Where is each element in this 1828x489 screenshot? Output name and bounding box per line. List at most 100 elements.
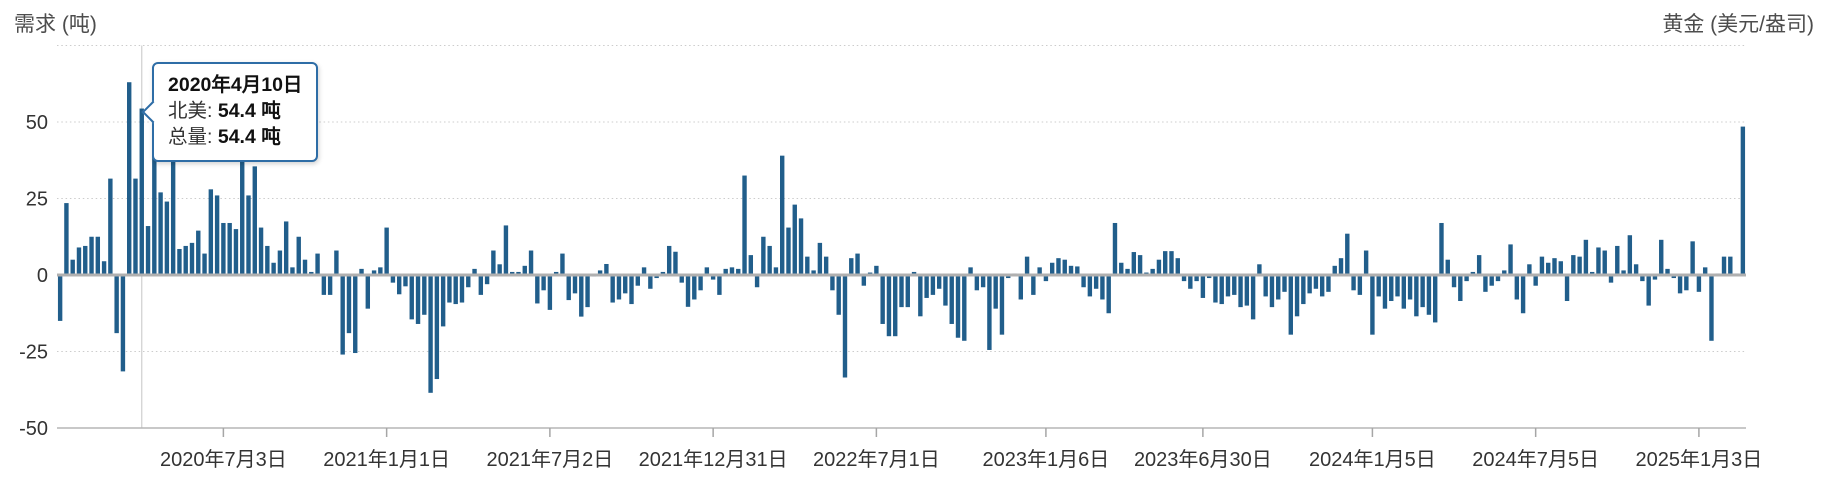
bar[interactable] xyxy=(748,255,754,275)
bar[interactable] xyxy=(76,247,82,275)
bar[interactable] xyxy=(353,275,358,354)
bar[interactable] xyxy=(980,275,986,288)
bar[interactable] xyxy=(309,271,314,275)
bar[interactable] xyxy=(1702,267,1708,275)
bar[interactable] xyxy=(710,275,716,280)
bar[interactable] xyxy=(1709,275,1714,341)
bar[interactable] xyxy=(503,225,509,275)
bar[interactable] xyxy=(1087,275,1093,297)
bar[interactable] xyxy=(290,267,295,275)
bar[interactable] xyxy=(371,270,377,275)
bar[interactable] xyxy=(334,250,339,275)
bar[interactable] xyxy=(1244,275,1250,306)
bar[interactable] xyxy=(754,275,760,288)
bar[interactable] xyxy=(842,275,848,378)
bar[interactable] xyxy=(1583,239,1589,275)
bar[interactable] xyxy=(1018,275,1023,300)
bar[interactable] xyxy=(1527,264,1532,275)
bar[interactable] xyxy=(108,178,113,275)
bar[interactable] xyxy=(1257,264,1262,275)
bar[interactable] xyxy=(1376,275,1381,297)
bar[interactable] xyxy=(1558,261,1563,275)
bar[interactable] xyxy=(547,275,553,310)
bar[interactable] xyxy=(1081,275,1086,288)
bar[interactable] xyxy=(1219,275,1224,305)
bar[interactable] xyxy=(152,155,157,275)
bar[interactable] xyxy=(1043,275,1049,282)
bar[interactable] xyxy=(83,245,88,275)
bar[interactable] xyxy=(685,275,691,307)
bar[interactable] xyxy=(1093,275,1099,289)
bar[interactable] xyxy=(1602,250,1607,275)
bar[interactable] xyxy=(1589,271,1595,275)
bar[interactable] xyxy=(1571,255,1576,275)
bar[interactable] xyxy=(886,275,892,337)
bar[interactable] xyxy=(246,195,251,275)
bar[interactable] xyxy=(1476,255,1482,275)
bar[interactable] xyxy=(1188,275,1193,289)
bar[interactable] xyxy=(189,242,195,275)
bar[interactable] xyxy=(1646,275,1651,306)
bar[interactable] xyxy=(528,250,534,275)
bar[interactable] xyxy=(315,253,320,275)
bar[interactable] xyxy=(673,251,678,275)
bar[interactable] xyxy=(1269,275,1275,308)
bar[interactable] xyxy=(1156,259,1162,275)
bar[interactable] xyxy=(579,275,584,317)
bar[interactable] xyxy=(271,262,276,275)
bar[interactable] xyxy=(604,263,609,275)
bar[interactable] xyxy=(1357,275,1363,295)
bar[interactable] xyxy=(723,268,728,275)
bar[interactable] xyxy=(717,275,722,295)
bar[interactable] xyxy=(484,275,490,285)
bar[interactable] xyxy=(811,270,816,275)
bar[interactable] xyxy=(1169,251,1174,275)
bar[interactable] xyxy=(780,155,785,275)
bar[interactable] xyxy=(120,275,126,372)
bar[interactable] xyxy=(440,275,446,327)
bar[interactable] xyxy=(1502,270,1507,275)
bar[interactable] xyxy=(924,275,929,298)
bar[interactable] xyxy=(321,275,327,295)
bar[interactable] xyxy=(1489,275,1494,286)
bar[interactable] xyxy=(874,265,879,275)
bar[interactable] xyxy=(905,275,910,308)
bar[interactable] xyxy=(164,201,170,275)
bar[interactable] xyxy=(1420,275,1425,308)
bar[interactable] xyxy=(1345,233,1350,275)
bar[interactable] xyxy=(786,227,791,275)
bar[interactable] xyxy=(1671,275,1676,279)
bar[interactable] xyxy=(1194,275,1199,282)
bar[interactable] xyxy=(993,275,998,309)
bar[interactable] xyxy=(403,275,408,287)
bar[interactable] xyxy=(1263,275,1268,297)
bar[interactable] xyxy=(1338,258,1344,275)
bar[interactable] xyxy=(666,245,672,275)
bar[interactable] xyxy=(1112,222,1118,275)
bar[interactable] xyxy=(654,275,659,279)
bar[interactable] xyxy=(1250,275,1256,320)
bar[interactable] xyxy=(1696,275,1702,292)
bar[interactable] xyxy=(1451,275,1457,288)
bar[interactable] xyxy=(139,108,144,275)
bar[interactable] xyxy=(277,250,283,275)
bar[interactable] xyxy=(792,204,797,275)
bar[interactable] xyxy=(89,236,94,275)
bar[interactable] xyxy=(302,259,308,275)
bar[interactable] xyxy=(1150,268,1155,275)
bar[interactable] xyxy=(823,256,829,275)
bar[interactable] xyxy=(214,195,220,275)
bar[interactable] xyxy=(415,275,421,324)
bar[interactable] xyxy=(478,275,484,295)
bar[interactable] xyxy=(729,267,735,275)
bar[interactable] xyxy=(1326,275,1331,292)
bar[interactable] xyxy=(510,271,515,275)
bar[interactable] xyxy=(535,275,540,304)
bar[interactable] xyxy=(949,275,954,324)
bar[interactable] xyxy=(610,275,615,303)
bar[interactable] xyxy=(95,236,101,275)
bar[interactable] xyxy=(497,264,502,275)
bar[interactable] xyxy=(1470,271,1476,275)
bar[interactable] xyxy=(70,259,75,275)
bar[interactable] xyxy=(1395,275,1400,297)
